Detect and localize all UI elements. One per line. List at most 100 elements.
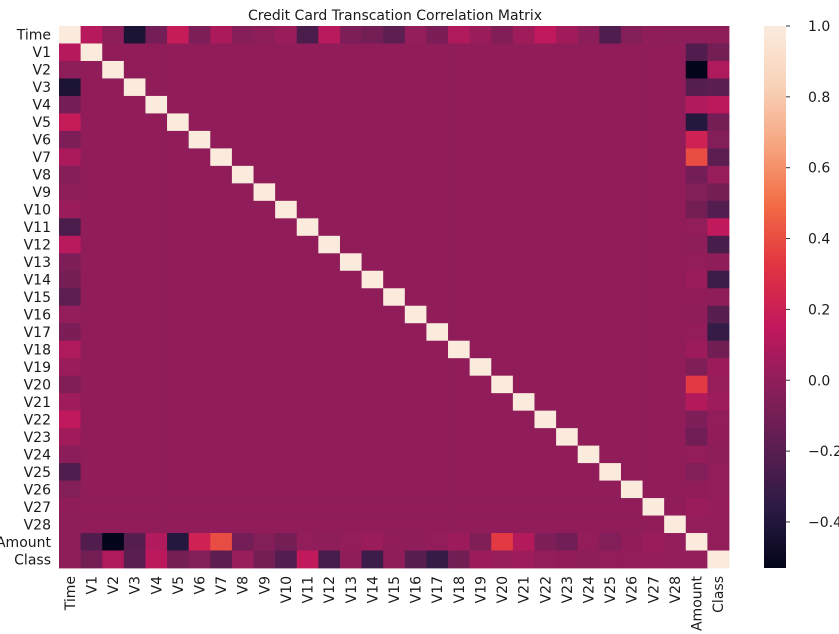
heatmap-cell [534, 183, 557, 202]
heatmap-cell [685, 323, 708, 342]
heatmap-cell [534, 480, 557, 499]
heatmap-cell [534, 113, 557, 132]
y-tick-label: V9 [33, 185, 51, 201]
heatmap-cell [59, 445, 82, 464]
heatmap-cell [556, 130, 579, 149]
heatmap-cell [145, 60, 168, 79]
heatmap-cell [296, 95, 319, 114]
heatmap-cell [145, 235, 168, 254]
heatmap-cell [102, 78, 125, 97]
heatmap-cell [318, 270, 341, 289]
heatmap-cell [361, 428, 384, 447]
heatmap-cell [664, 340, 687, 359]
heatmap-cell [707, 480, 730, 499]
heatmap-cell [253, 358, 276, 377]
heatmap-cell [296, 130, 319, 149]
heatmap-cell [123, 288, 146, 307]
heatmap-cell [231, 463, 254, 481]
heatmap-cell [642, 410, 665, 429]
heatmap-cell [469, 148, 492, 167]
heatmap-cell [556, 533, 579, 551]
heatmap-cell [404, 428, 427, 447]
heatmap-cell [59, 340, 82, 359]
heatmap-cell [685, 148, 708, 167]
heatmap-cell [167, 340, 190, 359]
heatmap-cell [620, 60, 643, 79]
heatmap-cell [469, 200, 492, 219]
y-tick-label: V25 [24, 465, 51, 481]
heatmap-cell [80, 26, 103, 44]
heatmap-cell [296, 165, 319, 184]
heatmap-cell [231, 218, 254, 237]
heatmap-cell [59, 26, 82, 44]
heatmap-cell [664, 550, 687, 569]
heatmap-cell [685, 533, 708, 551]
heatmap-cell [426, 358, 449, 377]
colorbar-tick-label: −0.4 [808, 515, 839, 531]
heatmap-cell [512, 165, 535, 184]
heatmap-cell [167, 235, 190, 254]
heatmap-cell [188, 130, 211, 149]
heatmap-cell [577, 235, 600, 254]
heatmap-cell [80, 60, 103, 79]
heatmap-cell [210, 428, 233, 447]
heatmap-cell [707, 498, 730, 516]
heatmap-cell [599, 26, 622, 44]
heatmap-cell [491, 358, 514, 377]
heatmap-cell [707, 410, 730, 429]
heatmap-cell [642, 26, 665, 44]
heatmap-cell [188, 410, 211, 429]
heatmap-cell [383, 253, 406, 272]
heatmap-cell [620, 463, 643, 481]
heatmap-cell [469, 323, 492, 342]
heatmap-cell [491, 43, 514, 62]
heatmap-cell [426, 148, 449, 167]
heatmap-cell [80, 218, 103, 237]
heatmap-cell [383, 358, 406, 377]
y-tick-label: V12 [24, 238, 51, 254]
heatmap-cell [123, 375, 146, 394]
heatmap-cell [339, 270, 362, 289]
heatmap-cell [80, 200, 103, 219]
heatmap-cell [59, 165, 82, 184]
heatmap-cell [599, 218, 622, 237]
heatmap-cell [188, 200, 211, 219]
heatmap-cell [620, 130, 643, 149]
heatmap-cell [383, 235, 406, 254]
heatmap-cell [448, 428, 471, 447]
heatmap-cell [275, 533, 298, 551]
heatmap-cell [253, 200, 276, 219]
heatmap-cell [620, 428, 643, 447]
heatmap-cell [491, 95, 514, 114]
heatmap-cell [167, 445, 190, 464]
heatmap-cell [59, 148, 82, 167]
heatmap-cell [167, 60, 190, 79]
heatmap-cell [318, 428, 341, 447]
heatmap-cell [577, 480, 600, 499]
heatmap-cell [642, 463, 665, 481]
heatmap-cell [145, 393, 168, 412]
heatmap-cell [102, 148, 125, 167]
heatmap-cell [512, 515, 535, 534]
heatmap-cell [577, 113, 600, 132]
heatmap-cell [426, 498, 449, 516]
heatmap-cell [448, 43, 471, 62]
heatmap-cell [296, 480, 319, 499]
heatmap-cell [469, 113, 492, 132]
heatmap-cell [577, 288, 600, 307]
heatmap-cell [491, 550, 514, 569]
heatmap-cell [296, 218, 319, 237]
heatmap-cell [123, 410, 146, 429]
heatmap-cell [145, 288, 168, 307]
heatmap-cell [123, 515, 146, 534]
heatmap-cell [231, 428, 254, 447]
heatmap-cell [210, 323, 233, 342]
heatmap-cell [469, 26, 492, 44]
heatmap-cell [253, 183, 276, 202]
heatmap-cell [512, 95, 535, 114]
heatmap-cell [426, 235, 449, 254]
heatmap-cell [318, 445, 341, 464]
heatmap-cell [231, 305, 254, 324]
heatmap-cell [167, 218, 190, 237]
heatmap-cell [707, 26, 730, 44]
